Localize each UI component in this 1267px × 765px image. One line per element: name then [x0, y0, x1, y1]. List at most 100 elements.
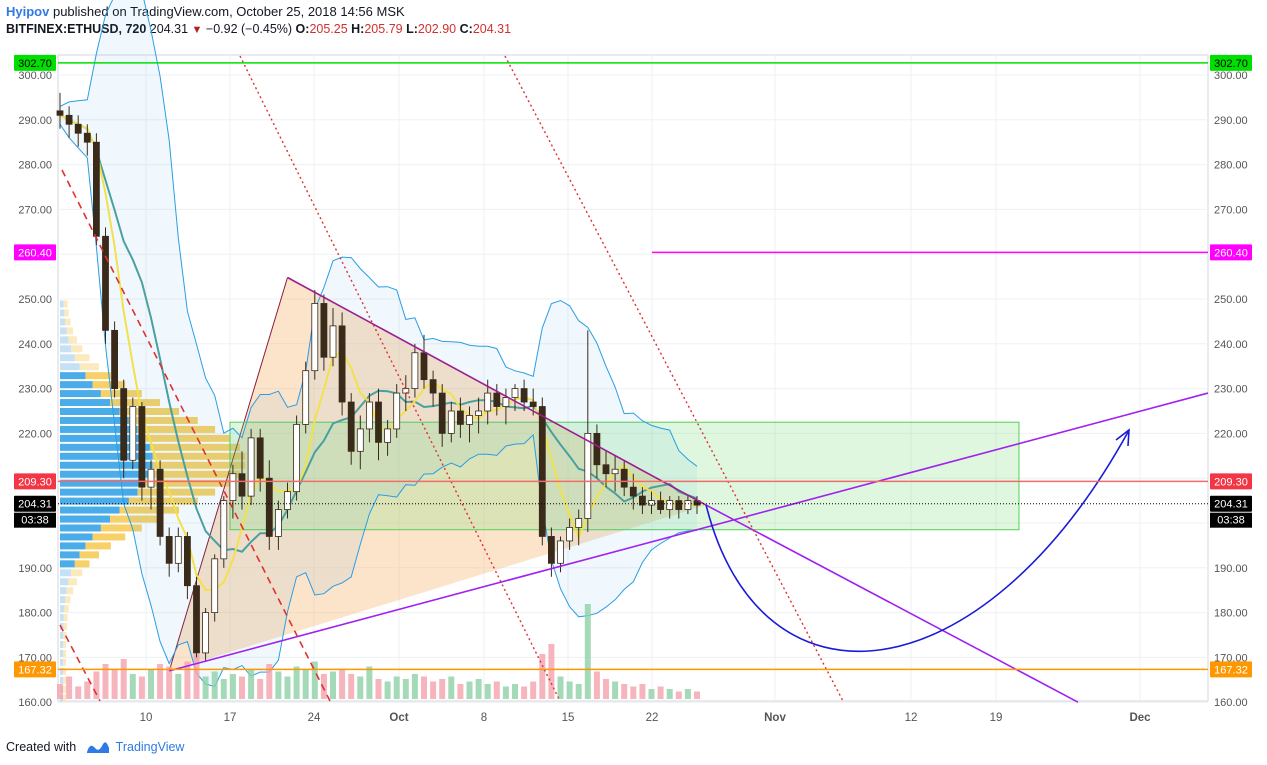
candle-body: [456, 410, 464, 425]
volume-bar: [375, 679, 382, 699]
volume-bar: [684, 689, 691, 699]
volume-profile-bar: [65, 596, 71, 604]
candle-body: [165, 536, 173, 564]
volume-profile-bar: [63, 685, 67, 693]
y-tick-label-left: 220.00: [18, 428, 52, 440]
candle-body: [238, 473, 246, 497]
price-tag-text: 204.31: [1214, 499, 1248, 511]
volume-bar: [557, 676, 564, 699]
volume-profile-bar: [63, 632, 67, 639]
volume-bar: [657, 686, 664, 699]
volume-bar: [157, 664, 164, 699]
volume-profile-bar: [60, 381, 93, 389]
dotted-channel-line-1: [239, 55, 561, 702]
volume-profile-bar: [60, 318, 66, 326]
volume-bar: [166, 666, 173, 699]
volume-bar: [357, 676, 364, 699]
volume-profile-bar: [128, 416, 198, 424]
volume-bar: [311, 661, 318, 699]
volume-profile-bar: [119, 408, 180, 415]
volume-bar: [694, 691, 700, 699]
x-tick-label: 12: [905, 712, 918, 724]
volume-profile-bar: [60, 515, 110, 523]
volume-profile-bar: [60, 605, 65, 613]
volume-bar: [430, 681, 437, 699]
volume-bar: [75, 686, 82, 699]
volume-profile-bar: [64, 605, 69, 613]
candle-body: [311, 303, 319, 372]
volume-bar: [475, 679, 482, 699]
y-tick-label-left: 180.00: [18, 608, 52, 620]
volume-profile-bar: [60, 434, 145, 442]
volume-profile-bar: [63, 667, 67, 675]
volume-profile-bar: [60, 524, 101, 532]
volume-profile-bar: [85, 542, 111, 550]
countdown-text: 03:38: [1217, 515, 1245, 527]
candle-body: [675, 500, 683, 510]
volume-bar: [402, 679, 409, 699]
volume-profile-bar: [60, 560, 75, 568]
volume-profile-bar: [74, 560, 90, 568]
price-chart[interactable]: 300.00 300.00 290.00 290.00 280.00 280.00 270.…: [0, 0, 1267, 735]
volume-bar: [175, 674, 182, 699]
candle-body: [74, 123, 82, 134]
symbol-label[interactable]: BITFINEX:ETHUSD, 720: [6, 22, 147, 36]
y-tick-label-right: 160.00: [1214, 697, 1248, 709]
volume-profile-bar: [68, 336, 77, 344]
volume-bar: [148, 669, 154, 699]
candle-body: [56, 110, 64, 116]
candle-body: [284, 491, 291, 510]
volume-profile-bar: [60, 658, 64, 666]
low-label: L:: [406, 22, 418, 36]
price-tag-right: [1210, 495, 1252, 512]
price-tag-text: 260.40: [18, 247, 52, 259]
x-tick-label: Oct: [389, 712, 408, 724]
price-tag-text: 209.30: [18, 476, 52, 488]
volume-bar: [448, 676, 455, 699]
candle-body: [174, 536, 182, 564]
author-name[interactable]: Hyipov: [6, 4, 50, 19]
published-text: published on TradingView.com, October 25…: [52, 4, 405, 19]
volume-profile-bar: [60, 596, 66, 604]
open-value: 205.25: [309, 22, 348, 36]
tradingview-link[interactable]: TradingView: [115, 740, 185, 754]
candle-body: [65, 114, 73, 125]
volume-profile-bar: [60, 416, 129, 424]
volume-profile-bar: [66, 587, 74, 595]
countdown-text: 03:38: [21, 515, 49, 527]
volume-bar: [457, 684, 464, 699]
volume-profile-bar: [60, 425, 138, 433]
candle-body: [602, 464, 610, 475]
volume-bar: [193, 654, 200, 699]
volume-profile-bar: [60, 623, 64, 631]
volume-profile-bar: [60, 300, 64, 308]
candle-body: [548, 536, 555, 564]
volume-bar: [675, 691, 682, 699]
x-tick-label: 15: [562, 712, 575, 724]
volume-profile-bar: [60, 578, 69, 586]
volume-profile-bar: [60, 569, 72, 577]
footer: Created with TradingView: [6, 740, 184, 754]
plot-area: [57, 54, 1209, 702]
high-value: 205.79: [364, 22, 403, 36]
volume-profile-bar: [60, 506, 120, 514]
tradingview-logo-icon[interactable]: [86, 740, 110, 754]
volume-bar: [584, 604, 591, 699]
candle-body: [475, 410, 483, 416]
candle-body: [511, 388, 519, 398]
volume-profile-bar: [60, 345, 72, 353]
price-tag-text: 204.31: [18, 499, 52, 511]
candle-body: [93, 141, 100, 237]
volume-bar: [421, 676, 427, 699]
volume-bar: [648, 689, 655, 699]
volume-profile-bar: [109, 399, 160, 407]
volume-profile-bar: [60, 470, 150, 478]
high-label: H:: [351, 22, 365, 36]
candle-body: [329, 325, 337, 358]
volume-bar: [593, 671, 600, 699]
volume-bar: [575, 684, 582, 699]
candle-body: [502, 397, 510, 407]
candle-body: [447, 410, 455, 434]
volume-bar: [530, 681, 537, 699]
candle-body: [256, 437, 264, 479]
